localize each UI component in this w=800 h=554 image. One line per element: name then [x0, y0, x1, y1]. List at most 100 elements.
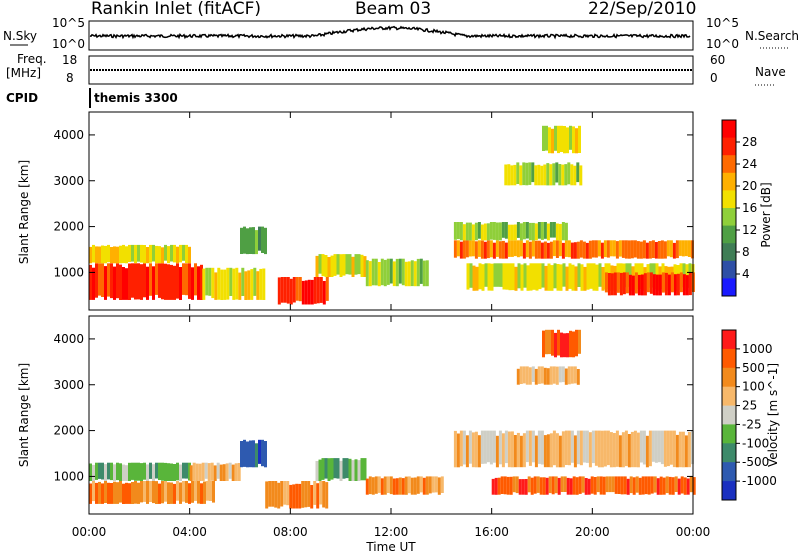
velocity-cell [678, 431, 682, 468]
power-cell [628, 274, 632, 296]
power-cell [569, 125, 572, 150]
velocity-cell [614, 476, 618, 494]
power-cell [472, 265, 476, 291]
power-cell [663, 241, 667, 259]
power-cell [531, 162, 535, 183]
velocity-cell [437, 477, 441, 495]
power-cell [613, 272, 617, 296]
colorbar-swatch [722, 443, 736, 463]
power-cell [95, 263, 98, 298]
power-cell [262, 268, 266, 300]
power-cell [182, 244, 185, 261]
power-cell [648, 241, 652, 259]
power-cell [374, 258, 378, 286]
power-cell [529, 263, 533, 291]
velocity-cell [531, 366, 535, 382]
velocity-cell [641, 476, 645, 495]
power-cell [681, 240, 685, 257]
velocity-cell [179, 482, 182, 504]
velocity-heatmap [89, 329, 696, 509]
velocity-cell [542, 330, 545, 358]
velocity-cell [395, 478, 399, 495]
power-cell [259, 268, 263, 300]
power-cell [128, 263, 131, 300]
velocity-cell [686, 478, 690, 495]
power-cell [610, 273, 614, 296]
velocity-cell [327, 458, 331, 481]
colorbar-tick-label: 4 [742, 267, 750, 281]
velocity-cell [656, 478, 660, 495]
colorbar-tick-label: 8 [742, 245, 750, 259]
velocity-cell [301, 481, 305, 508]
velocity-cell [98, 462, 101, 479]
velocity-cell [528, 367, 532, 385]
power-cell [471, 224, 475, 241]
velocity-cell [491, 478, 495, 495]
power-cell [549, 164, 553, 186]
power-cell [601, 267, 605, 291]
power-cell [487, 263, 491, 291]
velocity-cell [182, 462, 185, 479]
power-cell [419, 258, 423, 284]
power-cell [333, 254, 337, 276]
power-cell [514, 266, 518, 291]
velocity-cell [542, 477, 546, 495]
velocity-cell [143, 462, 146, 480]
velocity-colorbar-ticks: 1000 500 100 25 -25 -100 -500 -1000 [736, 342, 777, 488]
power-cell [351, 256, 355, 277]
velocity-cell [431, 476, 435, 493]
power-cell [116, 263, 119, 299]
power-cell [301, 280, 305, 305]
velocity-cell [674, 476, 678, 492]
velocity-cell [434, 476, 438, 493]
power-cell [567, 240, 571, 258]
power-cell [566, 127, 569, 154]
power-cell [542, 125, 545, 151]
power-cell [520, 264, 524, 291]
velocity-cell [277, 482, 281, 509]
velocity-cell [548, 329, 551, 355]
velocity-cell [516, 432, 520, 468]
power-cell [561, 164, 565, 186]
power-cell [504, 164, 508, 186]
power-cell [295, 277, 299, 301]
power-cell [477, 240, 481, 257]
velocity-cell [104, 464, 107, 481]
velocity-cell [636, 432, 640, 468]
velocity-cell [209, 481, 212, 501]
power-cell [395, 258, 399, 287]
power-cell [625, 272, 629, 294]
power-cell [140, 264, 143, 300]
nsearch-tick-bottom: 10^0 [706, 37, 739, 51]
power-cell [330, 255, 334, 277]
velocity-cell [585, 430, 589, 463]
power-cell [241, 267, 245, 296]
velocity-cell [201, 462, 205, 481]
velocity-cell [182, 481, 185, 502]
velocity-cell [576, 430, 580, 465]
velocity-cell [149, 462, 152, 479]
power-cell [134, 244, 137, 264]
power-cell [475, 266, 479, 291]
power-cell [537, 240, 541, 259]
velocity-cell [188, 462, 191, 481]
power-cell [532, 263, 536, 290]
power-cell [289, 278, 293, 305]
power-cell [510, 165, 514, 186]
power-cell [101, 245, 104, 264]
power-cell [152, 266, 155, 300]
power-cell [235, 267, 239, 300]
power-cell [182, 263, 185, 295]
power-cell [188, 263, 191, 299]
power-cell [538, 263, 542, 290]
velocity-cell [629, 476, 633, 494]
colorbar-swatch [722, 120, 736, 139]
power-cell [555, 240, 559, 258]
nsky-panel [88, 20, 694, 51]
velocity-cell [623, 476, 627, 495]
power-cell [502, 263, 506, 290]
power-cell [562, 263, 566, 287]
power-cell [630, 240, 634, 259]
velocity-cell [192, 462, 196, 481]
velocity-cell [635, 476, 639, 493]
